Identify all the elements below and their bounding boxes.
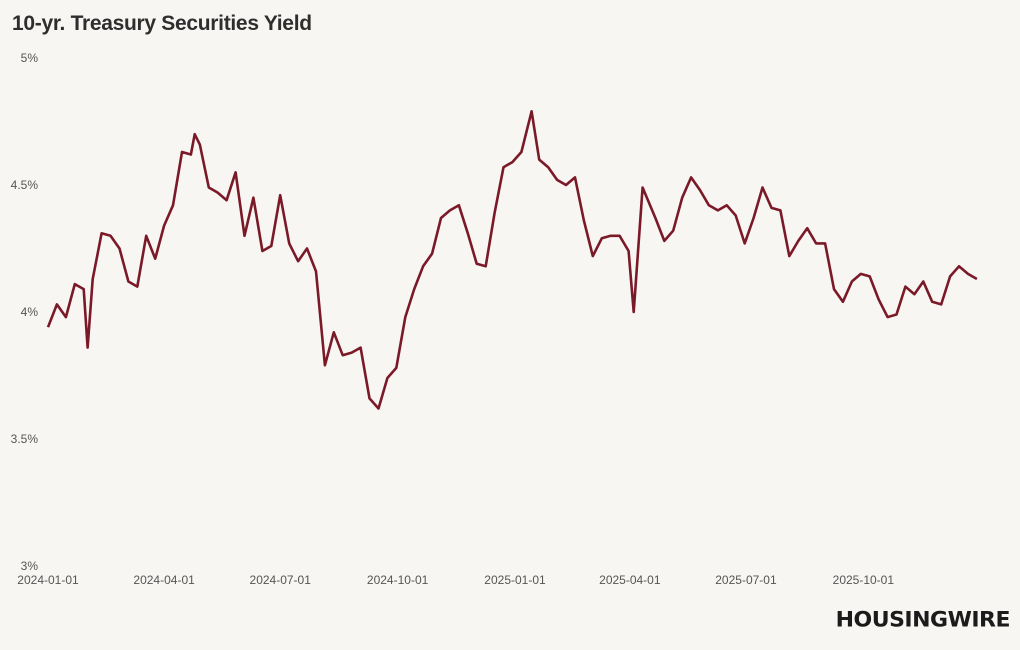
x-tick-label: 2024-04-01 xyxy=(133,573,195,587)
x-axis: 2024-01-01 2024-04-01 2024-07-01 2024-10-01… xyxy=(17,573,894,587)
x-tick-label: 2024-10-01 xyxy=(367,573,429,587)
x-tick-label: 2025-01-01 xyxy=(484,573,546,587)
x-tick-label: 2025-07-01 xyxy=(715,573,777,587)
y-tick-label: 5% xyxy=(21,51,39,65)
x-tick-label: 2024-01-01 xyxy=(17,573,79,587)
series-line xyxy=(46,110,978,410)
y-tick-label: 4% xyxy=(21,305,39,319)
housingwire-logo: HOUSINGWIRE xyxy=(835,608,1011,633)
chart-title: 10-yr. Treasury Securities Yield xyxy=(12,12,312,35)
x-tick-label: 2025-10-01 xyxy=(833,573,895,587)
x-tick-label: 2024-07-01 xyxy=(250,573,312,587)
y-tick-label: 3% xyxy=(21,559,39,573)
y-tick-label: 4.5% xyxy=(11,178,39,192)
y-axis: 3% 3.5% 4% 4.5% 5% xyxy=(11,51,39,573)
y-tick-label: 3.5% xyxy=(11,432,39,446)
x-tick-label: 2025-04-01 xyxy=(599,573,661,587)
